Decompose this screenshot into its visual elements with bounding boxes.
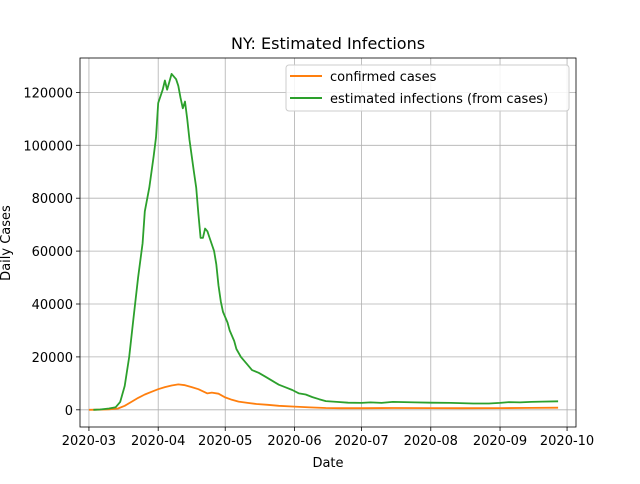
y-tick-label: 80000 (32, 192, 73, 207)
x-tick-label: 2020-04 (131, 434, 185, 449)
x-tick-label: 2020-05 (198, 434, 252, 449)
plot-frame (79, 57, 577, 428)
chart-title: NY: Estimated Infections (231, 34, 425, 53)
series-layer (88, 73, 559, 411)
ticks-layer: 2020-03 2020-04 2020-05 2020-06 2020-07 2020-… (23, 86, 594, 449)
x-tick-label: 2020-07 (334, 434, 388, 449)
legend: confirmed cases estimated infections (fr… (285, 64, 570, 112)
y-tick-label: 20000 (32, 351, 73, 366)
y-axis-label: Daily Cases (0, 205, 14, 281)
series-line-confirmed (88, 383, 559, 411)
x-tick-label: 2020-09 (473, 434, 527, 449)
y-tick-label: 60000 (32, 245, 73, 260)
y-tick-label: 120000 (23, 86, 73, 101)
y-tick-label: 100000 (23, 139, 73, 154)
legend-box (285, 64, 570, 112)
series-line-estimated (93, 73, 559, 411)
legend-label-estimated: estimated infections (from cases) (330, 92, 548, 107)
x-tick-label: 2020-03 (62, 434, 116, 449)
legend-label-confirmed: confirmed cases (330, 70, 437, 85)
y-tick-label: 40000 (32, 298, 73, 313)
x-tick-label: 2020-08 (404, 434, 458, 449)
y-tick-label: 0 (65, 404, 73, 419)
x-tick-label: 2020-10 (540, 434, 594, 449)
x-axis-label: Date (312, 456, 343, 471)
x-tick-label: 2020-06 (267, 434, 321, 449)
